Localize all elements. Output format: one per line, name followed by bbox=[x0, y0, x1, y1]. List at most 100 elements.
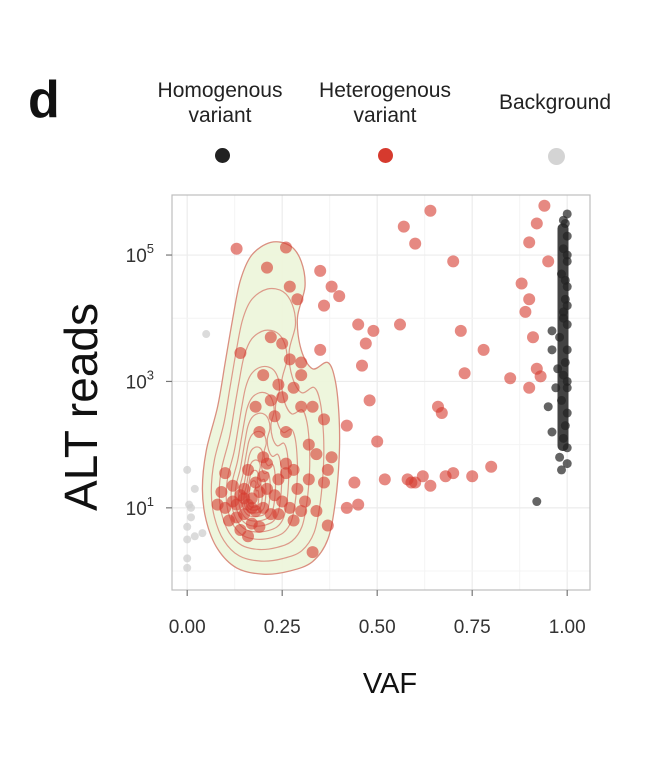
legend-label-heterogenous-line1: Heterogenous bbox=[319, 79, 451, 102]
point-heterogenous-variant bbox=[405, 476, 418, 489]
point-heterogenous-variant bbox=[409, 237, 422, 250]
point-heterogenous-variant bbox=[363, 394, 376, 407]
legend-item-background: Background bbox=[480, 90, 630, 115]
point-heterogenous-variant bbox=[454, 324, 467, 337]
point-heterogenous-variant bbox=[238, 492, 251, 505]
point-heterogenous-variant bbox=[280, 241, 292, 254]
legend-label-background: Background bbox=[498, 91, 612, 114]
point-heterogenous-variant bbox=[447, 255, 460, 268]
point-heterogenous-variant bbox=[542, 255, 555, 268]
point-heterogenous-variant bbox=[538, 199, 551, 212]
point-heterogenous-variant bbox=[397, 220, 410, 233]
point-heterogenous-variant bbox=[299, 495, 311, 508]
point-heterogenous-variant bbox=[276, 391, 289, 404]
point-heterogenous-variant bbox=[356, 359, 368, 372]
plot-frame bbox=[171, 194, 591, 591]
point-heterogenous-variant bbox=[333, 290, 346, 303]
legend-label-homogenous-line1: Homogenous bbox=[157, 79, 283, 102]
contour-line bbox=[210, 287, 325, 562]
point-heterogenous-variant bbox=[249, 400, 262, 413]
point-heterogenous-variant bbox=[340, 501, 353, 514]
y-axis-ticks: 101 103 105 bbox=[126, 241, 172, 520]
point-heterogenous-variant bbox=[314, 264, 327, 277]
point-heterogenous-variant bbox=[261, 261, 273, 274]
point-heterogenous-variant bbox=[276, 337, 289, 350]
point-heterogenous-variant bbox=[306, 546, 319, 559]
legend-marker-heterogenous bbox=[378, 148, 393, 163]
point-heterogenous-variant bbox=[283, 501, 296, 514]
point-heterogenous-variant bbox=[325, 280, 338, 293]
point-heterogenous-variant bbox=[223, 514, 235, 527]
point-heterogenous-variant bbox=[371, 435, 384, 448]
x-tick-label: 1.00 bbox=[549, 617, 586, 638]
point-heterogenous-variant bbox=[295, 356, 308, 369]
point-heterogenous-variant bbox=[321, 463, 334, 476]
density-contour bbox=[201, 241, 341, 575]
point-heterogenous-variant bbox=[283, 280, 296, 293]
point-heterogenous-variant bbox=[527, 331, 539, 344]
point-heterogenous-variant bbox=[306, 400, 319, 413]
point-heterogenous-variant bbox=[230, 242, 243, 255]
point-heterogenous-variant bbox=[257, 470, 270, 483]
point-heterogenous-variant bbox=[242, 530, 254, 543]
panel-label: d bbox=[28, 71, 60, 129]
legend-item-homogenous: Homogenous variant bbox=[140, 78, 300, 128]
point-heterogenous-variant bbox=[523, 293, 536, 306]
point-heterogenous-variant bbox=[352, 318, 365, 331]
point-background bbox=[183, 563, 192, 572]
x-tick-label: 0.25 bbox=[264, 617, 301, 638]
point-heterogenous-variant bbox=[253, 426, 266, 438]
point-background bbox=[187, 513, 195, 522]
point-heterogenous-variant bbox=[394, 318, 406, 331]
point-background bbox=[187, 503, 195, 512]
y-tick-label: 103 bbox=[126, 367, 154, 393]
point-homogenous-variant bbox=[547, 345, 557, 355]
point-heterogenous-variant bbox=[359, 337, 372, 350]
data-points bbox=[183, 199, 572, 572]
point-heterogenous-variant bbox=[519, 305, 532, 318]
point-heterogenous-variant bbox=[287, 514, 300, 527]
legend-label-heterogenous-line2: variant bbox=[353, 104, 417, 127]
homogenous-band bbox=[557, 223, 569, 451]
x-axis-title: VAF bbox=[363, 668, 417, 700]
point-heterogenous-variant bbox=[291, 293, 304, 306]
point-heterogenous-variant bbox=[534, 370, 547, 383]
point-background bbox=[190, 532, 199, 541]
y-tick-label: 101 bbox=[126, 494, 154, 520]
point-homogenous-variant bbox=[562, 459, 572, 469]
point-heterogenous-variant bbox=[530, 217, 543, 230]
point-homogenous-variant bbox=[532, 497, 542, 507]
point-heterogenous-variant bbox=[367, 324, 380, 337]
point-background bbox=[183, 522, 192, 531]
x-tick-label: 0.75 bbox=[454, 617, 491, 638]
point-heterogenous-variant bbox=[219, 467, 232, 480]
point-heterogenous-variant bbox=[523, 236, 536, 249]
point-heterogenous-variant bbox=[272, 378, 285, 391]
point-heterogenous-variant bbox=[272, 508, 285, 521]
legend-item-heterogenous: Heterogenous variant bbox=[300, 78, 470, 128]
point-heterogenous-variant bbox=[295, 505, 308, 517]
point-homogenous-variant bbox=[547, 427, 557, 437]
point-heterogenous-variant bbox=[318, 413, 330, 426]
point-heterogenous-variant bbox=[295, 400, 308, 413]
point-heterogenous-variant bbox=[264, 331, 277, 344]
point-heterogenous-variant bbox=[348, 476, 361, 489]
point-heterogenous-variant bbox=[424, 479, 437, 492]
point-homogenous-variant bbox=[543, 402, 553, 412]
point-background bbox=[198, 529, 207, 538]
point-background bbox=[190, 484, 199, 493]
point-heterogenous-variant bbox=[515, 277, 528, 290]
point-heterogenous-variant bbox=[466, 470, 479, 483]
point-heterogenous-variant bbox=[310, 505, 323, 517]
point-heterogenous-variant bbox=[280, 457, 292, 470]
point-background bbox=[202, 330, 211, 339]
point-heterogenous-variant bbox=[477, 343, 490, 356]
y-tick-label: 105 bbox=[126, 241, 154, 267]
point-heterogenous-variant bbox=[257, 369, 270, 382]
point-heterogenous-variant bbox=[283, 353, 296, 366]
x-tick-label: 0.00 bbox=[169, 617, 206, 638]
point-heterogenous-variant bbox=[435, 407, 448, 420]
point-heterogenous-variant bbox=[504, 372, 517, 385]
point-heterogenous-variant bbox=[378, 473, 391, 486]
